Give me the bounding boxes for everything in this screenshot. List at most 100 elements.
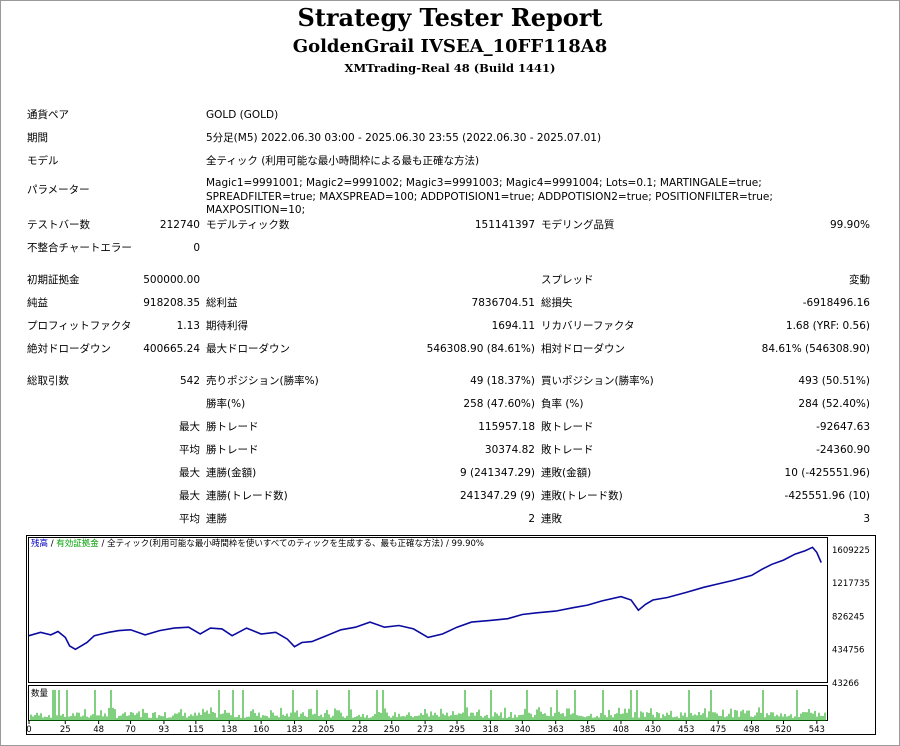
- legend-sep-2: /: [99, 539, 107, 549]
- total-trades-value: 542: [179, 375, 200, 387]
- rel-drawdown-value: 84.61% (546308.90): [761, 343, 870, 355]
- win-rate-label: 勝率(%): [206, 398, 246, 410]
- avg-cons-loss-value: 3: [863, 513, 870, 525]
- x-tick-label: 48: [93, 725, 104, 735]
- expected-payoff-label: 期待利得: [206, 320, 248, 332]
- max-drawdown-value: 546308.90 (84.61%): [426, 343, 535, 355]
- x-tick-label: 475: [710, 725, 726, 735]
- cons-profit-label: 連勝(トレード数): [206, 490, 288, 502]
- short-positions-label: 売りポジション(勝率%): [206, 375, 319, 387]
- recovery-factor-label: リカバリーファクタ: [541, 320, 635, 332]
- x-tick-label: 363: [548, 725, 564, 735]
- profit-factor-label: プロフィットファクタ: [27, 320, 132, 332]
- max-win-value: 115957.18: [478, 421, 535, 433]
- cons-win-label: 連勝(金額): [206, 467, 257, 479]
- x-tick-label: 520: [775, 725, 791, 735]
- loss-rate-label: 負率 (%): [541, 398, 584, 410]
- bars-value: 212740: [159, 219, 200, 231]
- cons-loss-value: 10 (-425551.96): [784, 467, 870, 479]
- x-tick-label: 228: [352, 725, 368, 735]
- max-prefix-3: 最大: [179, 490, 200, 502]
- deposit-label: 初期証拠金: [27, 274, 80, 286]
- loss-rate-value: 284 (52.40%): [798, 398, 870, 410]
- x-tick-label: 25: [60, 725, 71, 735]
- recovery-factor-value: 1.68 (YRF: 0.56): [785, 320, 870, 332]
- legend-quality: / 99.90%: [443, 539, 484, 549]
- profit-factor-value: 1.13: [176, 320, 200, 332]
- avg-cons-win-label: 連勝: [206, 513, 227, 525]
- avg-cons-loss-label: 連敗: [541, 513, 562, 525]
- x-tick-label: 205: [318, 725, 334, 735]
- model-value: 全ティック (利用可能な最小時間枠による最も正確な方法): [206, 155, 480, 167]
- quality-value: 99.90%: [829, 219, 870, 231]
- volume-bars: [30, 690, 826, 721]
- max-win-label: 勝トレード: [206, 421, 259, 433]
- quality-label: モデリング品質: [541, 219, 615, 231]
- gross-profit-value: 7836704.51: [471, 297, 535, 309]
- legend-sep-1: /: [48, 539, 56, 549]
- main-panel-border: [28, 537, 828, 683]
- net-profit-label: 純益: [27, 297, 48, 309]
- abs-drawdown-label: 絶対ドローダウン: [27, 343, 111, 355]
- x-tick-label: 70: [125, 725, 136, 735]
- errors-label: 不整合チャートエラー: [27, 242, 132, 254]
- avg-win-value: 30374.82: [484, 444, 535, 456]
- gross-loss-value: -6918496.16: [802, 297, 870, 309]
- cons-loss-label: 連敗(金額): [541, 467, 592, 479]
- chart-grid: [28, 721, 818, 724]
- y-axis-labels: 1609225 1217735 826245 434756 43266: [832, 546, 870, 689]
- spread-label: スプレッド: [541, 274, 594, 286]
- model-label: モデル: [27, 155, 59, 167]
- avg-loss-label: 敗トレード: [541, 444, 594, 456]
- x-tick-label: 385: [579, 725, 595, 735]
- x-tick-label: 93: [159, 725, 170, 735]
- short-positions-value: 49 (18.37%): [470, 375, 535, 387]
- y-tick-label: 826245: [832, 612, 864, 622]
- chart-legend: 残高 / 有効証拠金 / 全ティック(利用可能な最小時間枠を使いすべてのティック…: [31, 538, 484, 549]
- max-prefix: 最大: [179, 421, 200, 433]
- cons-lossamt-label: 連敗(トレード数): [541, 490, 623, 502]
- legend-equity: 有効証拠金: [56, 538, 99, 549]
- x-tick-label: 340: [514, 725, 530, 735]
- volume-label: 数量: [31, 688, 49, 699]
- expected-payoff-value: 1694.11: [491, 320, 535, 332]
- x-tick-label: 160: [253, 725, 269, 735]
- net-profit-value: 918208.35: [143, 297, 200, 309]
- x-tick-label: 273: [417, 725, 433, 735]
- symbol-label: 通貨ペア: [27, 109, 69, 121]
- cons-win-value: 9 (241347.29): [460, 467, 535, 479]
- long-positions-label: 買いポジション(勝率%): [541, 375, 654, 387]
- total-trades-label: 総取引数: [27, 375, 69, 387]
- server-name: XMTrading-Real 48 (Build 1441): [344, 61, 556, 75]
- avg-cons-win-value: 2: [528, 513, 535, 525]
- symbol-value: GOLD (GOLD): [206, 109, 279, 121]
- gross-loss-label: 総損失: [541, 297, 573, 309]
- x-tick-label: 543: [809, 725, 825, 735]
- max-drawdown-label: 最大ドローダウン: [206, 343, 290, 355]
- errors-value: 0: [193, 242, 200, 254]
- period-label: 期間: [27, 132, 48, 144]
- params-value: Magic1=9991001; Magic2=9991002; Magic3=9…: [206, 177, 773, 216]
- abs-drawdown-value: 400665.24: [143, 343, 200, 355]
- rel-drawdown-label: 相対ドローダウン: [541, 343, 625, 355]
- x-tick-label: 115: [188, 725, 204, 735]
- x-tick-label: 138: [221, 725, 237, 735]
- volume-panel-border: [28, 685, 828, 721]
- legend-balance: 残高: [31, 538, 48, 549]
- max-prefix-2: 最大: [179, 467, 200, 479]
- x-tick-label: 0: [26, 725, 31, 735]
- legend-model: 全ティック(利用可能な最小時間枠を使いすべてのティックを生成する、最も正確な方法…: [107, 538, 443, 549]
- avg-win-label: 勝トレード: [206, 444, 259, 456]
- cons-lossamt-value: -425551.96 (10): [784, 490, 870, 502]
- balance-line: [28, 546, 822, 651]
- deposit-value: 500000.00: [143, 274, 200, 286]
- x-axis-labels: 0 25 48 70 93 115 138 160 183 205 228 250 273 295 318 3…: [26, 725, 825, 735]
- chart-background: [26, 535, 876, 735]
- long-positions-value: 493 (50.51%): [798, 375, 870, 387]
- ticks-label: モデルティック数: [206, 219, 290, 231]
- bars-label: テストバー数: [27, 219, 90, 231]
- y-tick-label: 1217735: [832, 579, 870, 589]
- report-title: Strategy Tester Report: [297, 3, 603, 32]
- x-tick-label: 498: [743, 725, 759, 735]
- x-tick-label: 250: [384, 725, 400, 735]
